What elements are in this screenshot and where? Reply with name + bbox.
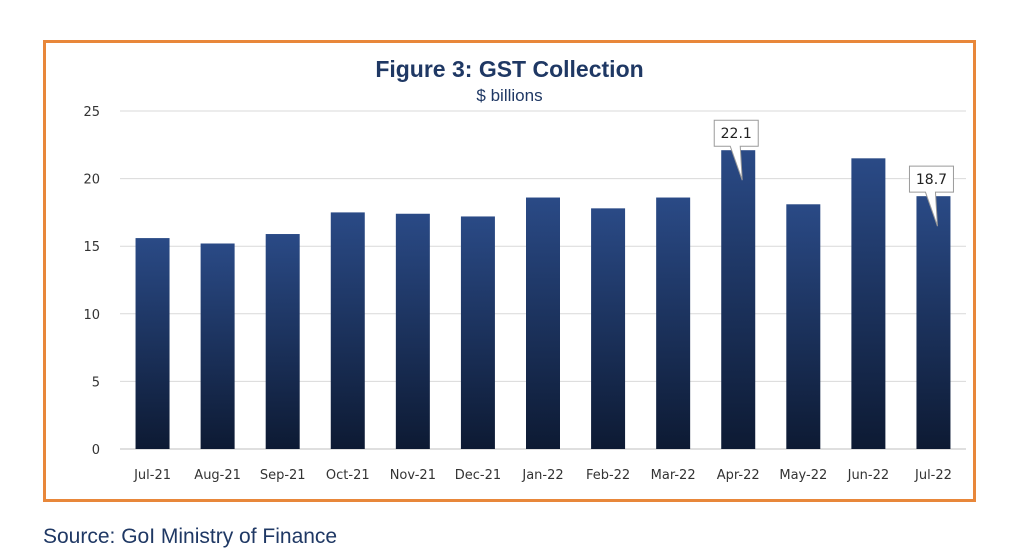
bar <box>135 238 170 449</box>
y-tick-label: 15 <box>83 240 100 255</box>
chart-title: Figure 3: GST Collection <box>375 56 644 82</box>
bar <box>721 150 756 449</box>
x-tick-label: Sep-21 <box>260 468 306 483</box>
bar <box>265 234 300 449</box>
x-tick-label: Mar-22 <box>651 468 696 483</box>
x-tick-label: May-22 <box>779 468 827 483</box>
x-tick-label: Jul-22 <box>914 468 952 483</box>
bar <box>851 158 886 449</box>
x-tick-label: Jun-22 <box>847 468 890 483</box>
x-tick-label: Oct-21 <box>326 468 370 483</box>
bar <box>526 197 560 449</box>
y-tick-label: 10 <box>83 308 100 323</box>
x-tick-label: Nov-21 <box>390 468 436 483</box>
callout-box <box>908 165 954 227</box>
callout-box <box>713 119 759 181</box>
y-tick-label: 0 <box>92 443 100 458</box>
bar <box>200 243 235 449</box>
bar <box>786 204 821 449</box>
source-note: Source: GoI Ministry of Finance <box>43 525 338 548</box>
x-tick-label: Jan-22 <box>521 468 563 483</box>
y-tick-label: 5 <box>92 375 100 390</box>
x-tick-label: Jul-21 <box>133 468 171 483</box>
data-label: 18.7 <box>916 172 947 188</box>
x-tick-label: Dec-21 <box>455 468 501 483</box>
bar <box>591 208 626 449</box>
bar <box>916 196 951 449</box>
y-tick-label: 20 <box>83 173 100 188</box>
bar <box>656 197 691 449</box>
x-tick-label: Aug-21 <box>194 468 241 483</box>
bar-chart: 0 5 10 15 20 25 Jul-21 Aug-21 Sep-21 Oct-21 Nov-21… <box>83 105 966 483</box>
chart-subtitle: $ billions <box>476 86 543 105</box>
chart-frame: Figure 3: GST Collection $ billions <box>43 40 976 502</box>
x-tick-label: Feb-22 <box>586 468 630 483</box>
y-tick-label: 25 <box>83 105 100 120</box>
bar <box>330 212 365 449</box>
x-tick-label: Apr-22 <box>717 468 760 483</box>
data-label: 22.1 <box>721 126 752 142</box>
bar <box>460 216 495 449</box>
bar <box>395 213 430 449</box>
